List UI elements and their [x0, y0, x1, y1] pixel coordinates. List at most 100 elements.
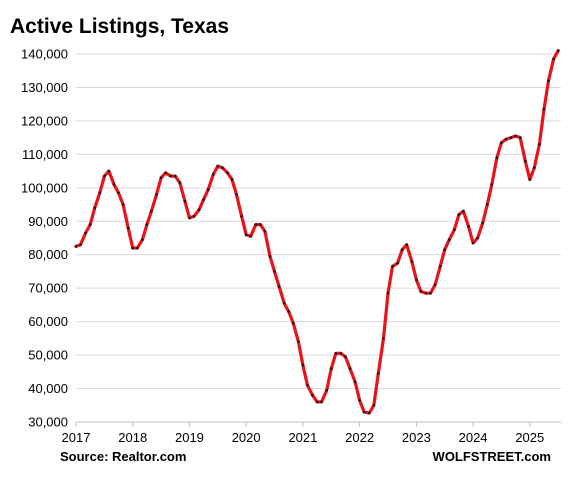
x-tick-label: 2024: [459, 430, 488, 445]
data-point: [263, 230, 267, 233]
data-point: [155, 193, 158, 196]
x-tick-label: 2023: [402, 430, 431, 445]
data-point: [339, 352, 343, 355]
data-point: [212, 173, 215, 176]
data-point: [334, 352, 338, 355]
y-tick-label: 100,000: [21, 180, 68, 195]
data-point: [121, 203, 125, 206]
data-point: [386, 291, 390, 295]
x-tick-label: 2019: [175, 430, 204, 445]
data-point: [542, 107, 546, 111]
data-point: [131, 246, 134, 250]
data-point: [235, 193, 238, 196]
data-point: [453, 228, 456, 231]
x-tick-label: 2020: [232, 430, 261, 445]
x-axis-ticks: 2017 2018 2019 2020 2021 2022 2023 2024 2025: [62, 422, 544, 445]
data-point: [117, 191, 120, 195]
data-point: [486, 203, 489, 206]
y-tick-label: 130,000: [21, 80, 68, 95]
data-point: [136, 246, 139, 250]
watermark-label: WOLFSTREET.com: [433, 449, 551, 464]
source-label: Source: Realtor.com: [60, 449, 186, 464]
chart-title: Active Listings, Texas: [10, 15, 229, 38]
data-series: [74, 49, 560, 415]
data-point: [206, 188, 210, 191]
data-point: [254, 223, 258, 226]
data-point: [457, 213, 461, 216]
data-point: [448, 238, 451, 241]
data-point: [287, 310, 291, 313]
data-point: [244, 233, 248, 236]
data-point: [126, 226, 130, 230]
data-point: [74, 245, 78, 248]
data-point: [315, 400, 319, 404]
y-tick-label: 50,000: [28, 348, 68, 363]
data-point: [396, 261, 399, 265]
y-axis-ticks: 30,000 40,000 50,000 60,000 70,000 80,000 90,0…: [21, 47, 68, 430]
data-point: [297, 340, 300, 344]
data-point: [306, 383, 309, 387]
y-tick-label: 30,000: [28, 415, 68, 430]
y-tick-label: 110,000: [22, 147, 68, 162]
grid-lines: [76, 53, 561, 423]
data-point: [481, 221, 485, 225]
data-point: [273, 270, 276, 273]
data-point: [103, 174, 106, 178]
data-point: [88, 223, 92, 226]
data-point: [292, 322, 295, 325]
x-tick-label: 2025: [515, 430, 544, 445]
data-point: [226, 171, 229, 175]
data-point: [538, 143, 541, 146]
x-tick-label: 2022: [345, 430, 374, 445]
data-point: [358, 399, 361, 402]
data-point: [504, 138, 508, 141]
y-tick-label: 60,000: [28, 314, 68, 329]
data-point: [192, 215, 196, 218]
y-tick-label: 140,000: [21, 47, 68, 62]
data-point: [547, 79, 550, 83]
data-point: [382, 337, 385, 340]
data-point: [391, 265, 394, 268]
data-point: [221, 166, 224, 169]
data-point: [230, 178, 234, 181]
data-point: [282, 301, 286, 305]
data-point: [79, 243, 82, 246]
data-point: [277, 285, 281, 288]
data-point: [141, 238, 144, 241]
data-point: [150, 209, 153, 213]
y-tick-label: 70,000: [28, 281, 68, 296]
data-point: [240, 215, 243, 218]
data-point: [107, 169, 111, 173]
data-point: [514, 134, 517, 138]
data-point: [424, 291, 428, 295]
data-point: [311, 393, 314, 397]
data-point: [362, 410, 366, 414]
data-point: [368, 411, 371, 415]
data-point: [183, 199, 187, 203]
data-point: [462, 209, 465, 213]
data-point: [433, 283, 437, 287]
data-point: [174, 174, 177, 178]
data-point: [518, 136, 522, 139]
data-point: [188, 216, 191, 220]
data-point: [476, 236, 479, 240]
data-point: [93, 206, 96, 210]
y-tick-label: 40,000: [28, 381, 68, 396]
data-point: [524, 159, 527, 163]
data-point: [528, 178, 532, 181]
data-point: [410, 260, 414, 263]
data-point: [490, 183, 494, 186]
data-point: [495, 156, 499, 159]
data-point: [533, 166, 536, 169]
data-point: [348, 367, 352, 370]
data-point: [419, 290, 423, 293]
data-point: [438, 265, 442, 268]
data-point: [164, 171, 167, 175]
data-point: [145, 223, 149, 226]
data-point: [301, 363, 305, 367]
data-point: [429, 291, 432, 295]
data-point: [197, 208, 201, 211]
data-point: [372, 404, 376, 407]
y-tick-label: 90,000: [28, 214, 68, 229]
